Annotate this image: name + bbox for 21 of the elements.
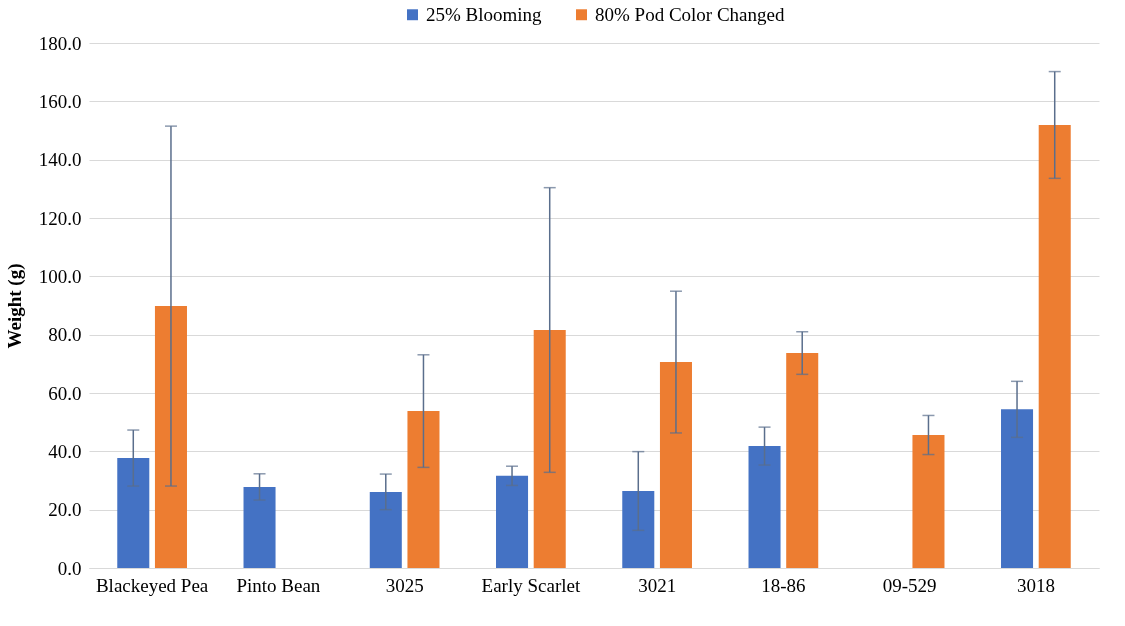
x-tick-label: 18-86 — [761, 574, 806, 596]
y-tick-label: 120.0 — [38, 207, 82, 229]
y-tick-label: 180.0 — [38, 32, 82, 54]
y-tick-label: 20.0 — [48, 499, 82, 521]
y-tick-label: 80.0 — [48, 324, 82, 346]
y-tick-label: 160.0 — [38, 90, 82, 112]
y-tick-label: 40.0 — [48, 440, 82, 462]
x-tick-label: 3025 — [385, 574, 424, 596]
y-axis-title: Weight (g) — [3, 263, 26, 349]
x-tick-label: Blackeyed Pea — [95, 574, 209, 596]
y-tick-label: 0.0 — [57, 557, 82, 579]
x-tick-label: 3018 — [1016, 574, 1055, 596]
x-tick-label: 09-529 — [882, 574, 937, 596]
x-tick-label: 3021 — [638, 574, 677, 596]
legend-label: 80% Pod Color Changed — [595, 3, 785, 25]
x-tick-label: Pinto Bean — [236, 574, 321, 596]
x-tick-label: Early Scarlet — [481, 574, 581, 596]
y-tick-label: 140.0 — [38, 149, 82, 171]
y-tick-label: 60.0 — [48, 382, 82, 404]
y-tick-label: 100.0 — [38, 265, 82, 287]
legend-label: 25% Blooming — [426, 3, 543, 25]
